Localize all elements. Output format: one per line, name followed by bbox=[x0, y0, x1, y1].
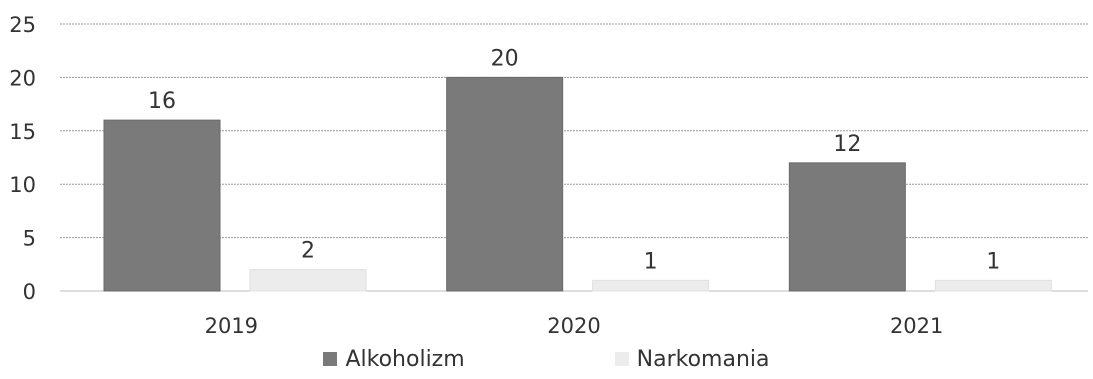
x-tick-label: 2021 bbox=[890, 314, 943, 338]
data-label: 20 bbox=[491, 46, 519, 71]
bar-alkoholizm-2020 bbox=[446, 76, 564, 292]
legend-item-narkomania: Narkomania bbox=[614, 346, 770, 372]
legend-swatch-alkoholizm bbox=[323, 352, 338, 366]
legend-item-alkoholizm: Alkoholizm bbox=[323, 346, 465, 372]
data-label: 1 bbox=[644, 249, 658, 274]
legend-label-alkoholizm: Alkoholizm bbox=[345, 346, 465, 372]
bar-narkomania-2020 bbox=[592, 279, 710, 292]
y-tick-label: 10 bbox=[9, 173, 36, 197]
legend-label-narkomania: Narkomania bbox=[636, 346, 770, 372]
y-tick-label: 20 bbox=[9, 66, 36, 90]
data-label: 1 bbox=[986, 249, 1000, 274]
data-label: 2 bbox=[301, 239, 315, 264]
y-tick-label: 0 bbox=[23, 280, 36, 304]
x-tick-label: 2019 bbox=[205, 314, 258, 338]
bar-alkoholizm-2019 bbox=[103, 119, 221, 292]
bar-narkomania-2019 bbox=[249, 269, 367, 292]
bar-narkomania-2021 bbox=[934, 279, 1052, 292]
chart-legend: Alkoholizm Narkomania bbox=[0, 344, 1093, 374]
x-tick-label: 2020 bbox=[547, 314, 600, 338]
y-tick-label: 15 bbox=[9, 120, 36, 144]
data-label: 12 bbox=[833, 132, 861, 157]
y-tick-label: 5 bbox=[23, 227, 36, 251]
y-tick-label: 25 bbox=[9, 13, 36, 37]
legend-swatch-narkomania bbox=[614, 352, 629, 366]
bar-alkoholizm-2021 bbox=[788, 162, 906, 292]
data-label: 16 bbox=[148, 89, 176, 114]
